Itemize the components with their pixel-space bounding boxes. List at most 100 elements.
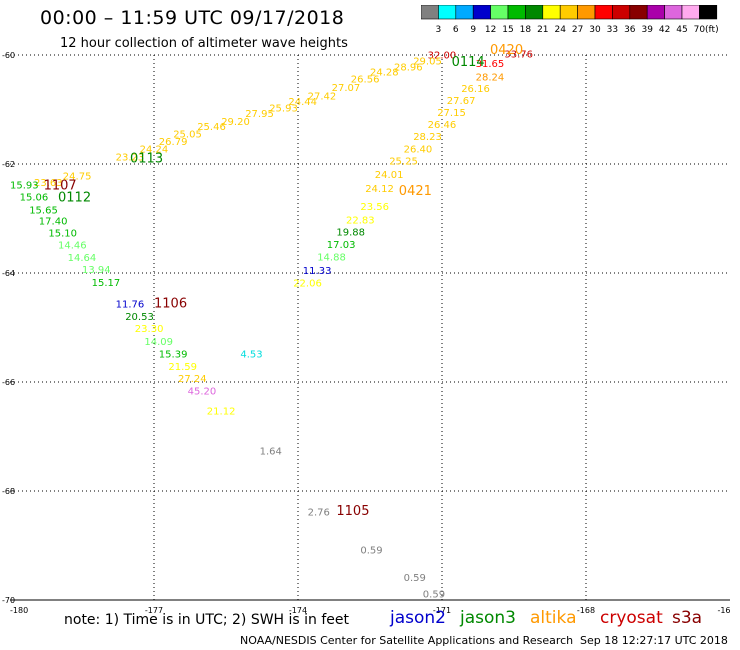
legend-label: 36 xyxy=(624,25,636,35)
wave-height-value: 28.23 xyxy=(413,132,442,143)
pass-time-label: 0421 xyxy=(399,184,432,199)
legend-label: 42 xyxy=(659,25,670,35)
wave-height-value: 27.07 xyxy=(332,83,361,94)
wave-height-value: 0.59 xyxy=(404,573,426,584)
page-subtitle: 12 hour collection of altimeter wave hei… xyxy=(60,36,348,51)
wave-height-value: 29.05 xyxy=(413,56,442,67)
legend-label: 70 xyxy=(694,25,706,35)
wave-height-value: 2.76 xyxy=(308,508,330,519)
wave-height-value: 26.46 xyxy=(428,120,457,131)
wave-height-value: 15.65 xyxy=(29,206,58,217)
wave-height-value: 24.01 xyxy=(375,170,404,181)
sat-label-altika: altika xyxy=(530,608,577,628)
wave-height-value: 23.63 xyxy=(34,178,63,189)
y-tick-label: -70 xyxy=(2,596,15,605)
wave-height-value: 22.06 xyxy=(293,279,322,290)
wave-height-value: 1.64 xyxy=(260,446,282,457)
wave-height-value: 17.03 xyxy=(327,240,356,251)
wave-height-value: 23.56 xyxy=(360,202,389,213)
wave-height-value: 19.88 xyxy=(336,227,365,238)
pass-time-label: 1107 xyxy=(44,179,77,194)
wave-height-value: 22.83 xyxy=(346,215,375,226)
wave-height-value: 24.44 xyxy=(288,97,317,108)
wave-height-value: 24.24 xyxy=(140,145,169,156)
wave-height-value: 15.93 xyxy=(10,181,39,192)
footer-note: note: 1) Time is in UTC; 2) SWH is in fe… xyxy=(64,612,350,628)
grid-lines xyxy=(10,54,730,601)
legend-label: 21 xyxy=(537,25,548,35)
legend-label: 30 xyxy=(589,25,601,35)
wave-height-value: 15.06 xyxy=(20,193,49,204)
wave-height-value: 27.67 xyxy=(447,96,476,107)
wave-height-value: 0.59 xyxy=(423,589,445,600)
wave-height-value: 27.95 xyxy=(245,109,274,120)
wave-height-value: 26.16 xyxy=(461,84,490,95)
wave-height-value: 24.75 xyxy=(63,171,92,182)
pass-time-label: 1106 xyxy=(154,296,187,311)
x-tick-label: -171 xyxy=(433,606,451,615)
y-tick-label: -66 xyxy=(2,378,15,387)
footer: note: 1) Time is in UTC; 2) SWH is in fe… xyxy=(0,600,740,650)
legend-label: 45 xyxy=(676,25,687,35)
wave-height-value: 14.88 xyxy=(317,252,346,263)
y-tick-label: -68 xyxy=(2,487,15,496)
wave-height-value: 25.25 xyxy=(389,157,418,168)
wave-height-value: 29.20 xyxy=(221,117,250,128)
wave-height-value: 11.33 xyxy=(303,266,332,277)
x-tick-label: -177 xyxy=(145,606,163,615)
pass-time-label: 0113 xyxy=(130,151,163,166)
pass-time-label: 1105 xyxy=(336,504,369,519)
sat-label-s3a: s3a xyxy=(672,608,703,628)
wave-height-value: 4.53 xyxy=(240,349,262,360)
wave-height-value: 28.24 xyxy=(476,73,505,84)
color-legend: 3 6 9 12 15 18 21 24 27 30 33 36 39 42 45 70 (ft) xyxy=(421,5,719,35)
legend-label: 18 xyxy=(520,25,532,35)
wave-height-value: 27.42 xyxy=(308,92,337,103)
wave-height-value: 17.40 xyxy=(39,216,68,227)
wave-height-value: 27.24 xyxy=(178,374,207,385)
sat-label-jason2: jason2 xyxy=(390,608,446,628)
wave-height-value: 15.39 xyxy=(159,349,188,360)
wave-height-value: 0.59 xyxy=(360,546,382,557)
wave-height-value: 25.05 xyxy=(173,129,202,140)
x-tick-label: -168 xyxy=(577,606,595,615)
wave-height-value: 26.40 xyxy=(404,145,433,156)
wave-height-value: 14.09 xyxy=(144,337,173,348)
wave-height-value: 20.53 xyxy=(125,312,154,323)
legend-label: 24 xyxy=(554,25,566,35)
wave-height-value: 15.10 xyxy=(48,228,77,239)
wave-height-value: 32.00 xyxy=(428,50,457,61)
x-tick-label: -180 xyxy=(10,606,28,615)
legend-unit: (ft) xyxy=(705,25,719,35)
wave-height-value: 13.94 xyxy=(82,265,111,276)
y-tick-label: -64 xyxy=(2,269,15,278)
x-tick-label: -174 xyxy=(289,606,307,615)
wave-height-value: 14.46 xyxy=(58,240,87,251)
axis-ticks: -180 -177 -174 -171 -168 -16 -60 -62 -64 -66 -68 -7… xyxy=(2,51,731,615)
wave-height-value: 21.59 xyxy=(168,362,197,373)
pass-time-label: 0420 xyxy=(490,43,523,58)
pass-time-label: 0114 xyxy=(452,55,485,70)
sat-label-cryosat: cryosat xyxy=(600,608,663,628)
legend-label: 39 xyxy=(641,25,653,35)
legend-label: 3 xyxy=(436,25,442,35)
wave-height-value: 28.96 xyxy=(394,62,423,73)
legend-label: 9 xyxy=(470,25,476,35)
pass-time-label: 0112 xyxy=(58,191,91,206)
legend-label: 6 xyxy=(453,25,459,35)
legend-label: 33 xyxy=(607,25,618,35)
x-tick-label: -16 xyxy=(717,606,730,615)
credit-text: NOAA/NESDIS Center for Satellite Applica… xyxy=(240,634,574,647)
page-title: 00:00 – 11:59 UTC 09/17/2018 xyxy=(40,7,345,29)
wave-height-value: 23.23 xyxy=(116,153,145,164)
wave-height-value: 23.30 xyxy=(135,324,164,335)
y-tick-label: -62 xyxy=(2,160,15,169)
wave-height-value: 25.46 xyxy=(197,122,226,133)
wave-height-value: 26.56 xyxy=(351,74,380,85)
sat-label-jason3: jason3 xyxy=(460,608,516,628)
wave-height-value: 25.93 xyxy=(269,104,298,115)
wave-height-value: 14.64 xyxy=(68,253,97,264)
